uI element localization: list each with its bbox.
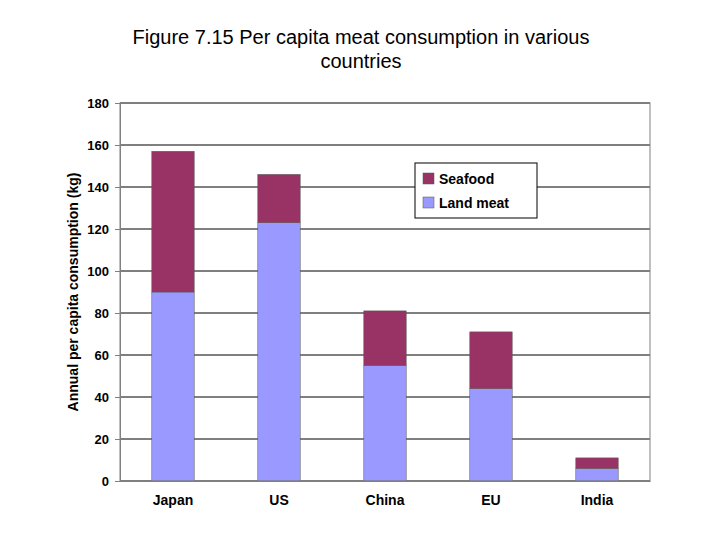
bar xyxy=(364,366,406,482)
tick: 20 xyxy=(95,432,120,447)
tick: 40 xyxy=(95,390,120,405)
tick-label: India xyxy=(581,492,614,508)
tick-mark xyxy=(115,397,120,398)
legend: Seafood Land meat xyxy=(415,163,537,218)
tick-label: 40 xyxy=(95,390,109,405)
legend-label: Seafood xyxy=(439,171,494,187)
plot-frame xyxy=(120,103,650,481)
axis-line xyxy=(121,481,651,482)
tick-label: 180 xyxy=(87,96,109,111)
tick-label: US xyxy=(269,492,288,508)
tick: 0 xyxy=(102,474,120,489)
title: Figure 7.15 Per capita meat consumption … xyxy=(133,26,590,72)
tick-mark xyxy=(115,355,120,356)
tick-mark xyxy=(115,271,120,272)
series xyxy=(152,151,618,468)
tick-mark xyxy=(115,229,120,230)
bar xyxy=(258,223,300,481)
tick-mark xyxy=(115,103,120,104)
bar xyxy=(470,332,512,389)
tick-label: 160 xyxy=(87,138,109,153)
bar xyxy=(576,458,618,469)
tick: 120 xyxy=(87,222,120,237)
tick-mark xyxy=(115,145,120,146)
legend-box xyxy=(415,163,537,218)
bar xyxy=(576,468,618,481)
tick-label: Japan xyxy=(153,492,193,508)
tick-label: China xyxy=(366,492,405,508)
tick-label: 20 xyxy=(95,432,109,447)
tick-mark xyxy=(115,313,120,314)
chart: Figure 7.15 Per capita meat consumption … xyxy=(0,0,720,540)
tick: 180 xyxy=(87,96,120,111)
x-axis: Japan US China EU India xyxy=(121,481,651,508)
legend-label: Land meat xyxy=(439,195,509,211)
bar xyxy=(152,151,194,292)
tick-label: 60 xyxy=(95,348,109,363)
bar xyxy=(152,292,194,481)
bar xyxy=(470,389,512,481)
grid-line xyxy=(120,187,650,188)
tick: 80 xyxy=(95,306,120,321)
grid xyxy=(120,103,650,481)
tick: China xyxy=(366,481,405,508)
tick-mark xyxy=(115,481,120,482)
grid-line xyxy=(120,145,650,146)
tick: Japan xyxy=(153,481,193,508)
axis-line xyxy=(115,104,121,482)
tick: 160 xyxy=(87,138,120,153)
grid-line xyxy=(120,271,650,272)
series xyxy=(152,223,618,481)
legend-swatch xyxy=(423,173,434,184)
grid-line xyxy=(120,229,650,230)
tick-label: EU xyxy=(481,492,500,508)
tick-label: 0 xyxy=(102,474,109,489)
tick-label: 140 xyxy=(87,180,109,195)
bars xyxy=(152,151,618,481)
tick: 140 xyxy=(87,180,120,195)
tick: 60 xyxy=(95,348,120,363)
plot-background xyxy=(120,103,650,481)
tick: 100 xyxy=(87,264,120,279)
tick-mark xyxy=(115,439,120,440)
legend-swatch xyxy=(423,197,434,208)
tick-mark xyxy=(115,187,120,188)
y-axis: 0 20 40 60 80 100 120 140 160 180 xyxy=(87,96,120,489)
tick-label: 100 xyxy=(87,264,109,279)
tick-label: 80 xyxy=(95,306,109,321)
bar xyxy=(364,311,406,366)
tick-label: 120 xyxy=(87,222,109,237)
tick: US xyxy=(269,481,288,508)
tick: EU xyxy=(481,481,500,508)
bar xyxy=(258,174,300,222)
tick: India xyxy=(581,481,614,508)
y-axis-label: Annual per capita consumption (kg) xyxy=(65,173,81,412)
